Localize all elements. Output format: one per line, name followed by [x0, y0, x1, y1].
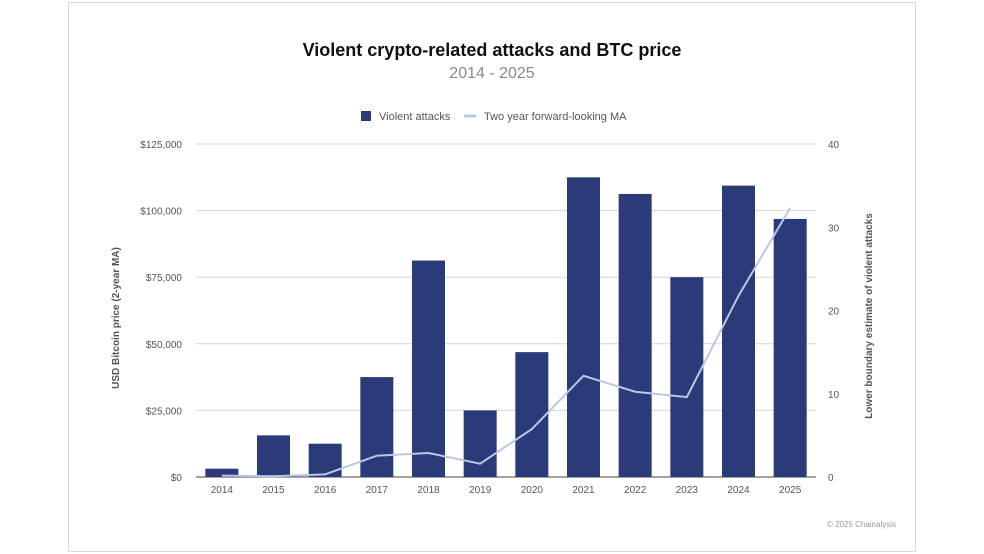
bar-2023 [670, 277, 704, 477]
chart-title: Violent crypto-related attacks and BTC p… [302, 40, 682, 60]
legend-label-bar: Violent attacks [379, 111, 451, 123]
bar-2015 [257, 435, 290, 477]
left-tick-label: $75,000 [146, 273, 183, 284]
left-tick-label: $0 [171, 473, 183, 484]
left-axis-label: USD Bitcoin price (2-year MA) [111, 247, 122, 389]
right-tick-label: 30 [828, 223, 840, 234]
bar-2022 [618, 193, 652, 477]
legend-swatch-bar [361, 111, 371, 121]
x-tick-label: 2025 [779, 485, 802, 496]
bar-2014 [205, 468, 239, 477]
bar-2019 [463, 410, 497, 477]
right-tick-label: 10 [828, 390, 840, 401]
bar-2020 [515, 352, 549, 477]
bar-2025 [773, 218, 807, 478]
right-tick-label: 0 [828, 473, 834, 484]
left-tick-label: $100,000 [140, 207, 182, 218]
bar-2024 [722, 185, 755, 477]
x-tick-label: 2021 [572, 485, 595, 496]
x-tick-label: 2020 [521, 485, 544, 496]
right-tick-label: 40 [828, 140, 840, 151]
bar-2016 [308, 443, 342, 477]
legend: Violent attacks Two year forward-looking… [361, 111, 627, 123]
bar-2021 [567, 177, 600, 478]
chart-subtitle: 2014 - 2025 [449, 65, 535, 82]
bar-2017 [360, 377, 394, 477]
x-tick-label: 2015 [262, 485, 285, 496]
line-series-ma [221, 207, 792, 478]
x-tick-label: 2023 [676, 485, 699, 496]
x-tick-label: 2016 [314, 485, 337, 496]
x-tick-label: 2022 [624, 485, 647, 496]
bar-2018 [412, 260, 445, 477]
copyright-footer: © 2025 Chainalysis [826, 520, 896, 529]
left-tick-label: $125,000 [140, 140, 182, 151]
legend-label-line: Two year forward-looking MA [484, 111, 627, 123]
x-tick-label: 2024 [727, 485, 750, 496]
right-tick-label: 20 [828, 307, 840, 318]
x-tick-label: 2017 [366, 485, 389, 496]
left-tick-label: $25,000 [146, 406, 183, 417]
left-tick-label: $50,000 [146, 340, 183, 351]
x-tick-label: 2018 [417, 485, 440, 496]
x-tick-label: 2014 [211, 485, 234, 496]
right-axis-label: Lower boundary estimate of violent attac… [864, 213, 875, 419]
x-tick-label: 2019 [469, 485, 492, 496]
